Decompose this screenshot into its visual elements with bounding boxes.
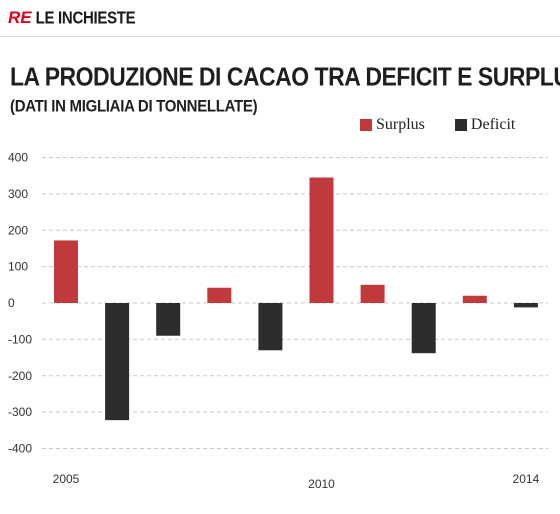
bar-2008	[207, 287, 232, 303]
y-tick-label: 200	[8, 223, 28, 237]
legend-swatch-deficit	[454, 119, 467, 131]
x-tick-label: 2014	[513, 472, 540, 486]
brand-name: LE INCHIESTE	[35, 8, 136, 28]
x-tick-label: 2010	[308, 477, 335, 491]
legend-item-deficit: Deficit	[454, 116, 516, 134]
chart-subtitle: (DATI IN MIGLIAIA DI TONNELLATE)	[10, 97, 258, 117]
y-tick-label: 100	[8, 260, 28, 274]
y-tick-label: 0	[8, 296, 15, 310]
bar-2010	[309, 177, 334, 303]
re-le-inchieste-logo[interactable]: RE LE INCHIESTE	[8, 8, 136, 28]
y-tick-label: 400	[8, 151, 28, 165]
bar-2013	[462, 295, 487, 303]
bar-2007	[156, 303, 181, 336]
re-logo-mark: RE	[8, 8, 32, 27]
bar-2011	[360, 284, 385, 303]
y-tick-label: 300	[8, 187, 28, 201]
bar-2014	[513, 303, 538, 308]
y-tick-label: -200	[8, 369, 32, 383]
y-tick-label: -100	[8, 332, 32, 346]
bar-2005	[54, 240, 78, 303]
header-bar: RE LE INCHIESTE	[0, 0, 560, 37]
legend-label-deficit: Deficit	[470, 116, 516, 133]
y-tick-label: -400	[8, 442, 32, 456]
bar-2006	[105, 303, 130, 421]
x-tick-label: 2005	[53, 472, 80, 486]
bar-2012	[411, 303, 436, 354]
legend-label-surplus: Surplus	[376, 116, 425, 133]
legend-swatch-surplus	[360, 119, 372, 131]
y-tick-label: -300	[8, 405, 32, 419]
chart-title: LA PRODUZIONE DI CACAO TRA DEFICIT E SUR…	[10, 62, 560, 92]
legend-item-surplus: Surplus	[360, 116, 425, 134]
bar-2009	[258, 303, 283, 351]
chart-legend: Surplus Deficit	[360, 116, 515, 134]
